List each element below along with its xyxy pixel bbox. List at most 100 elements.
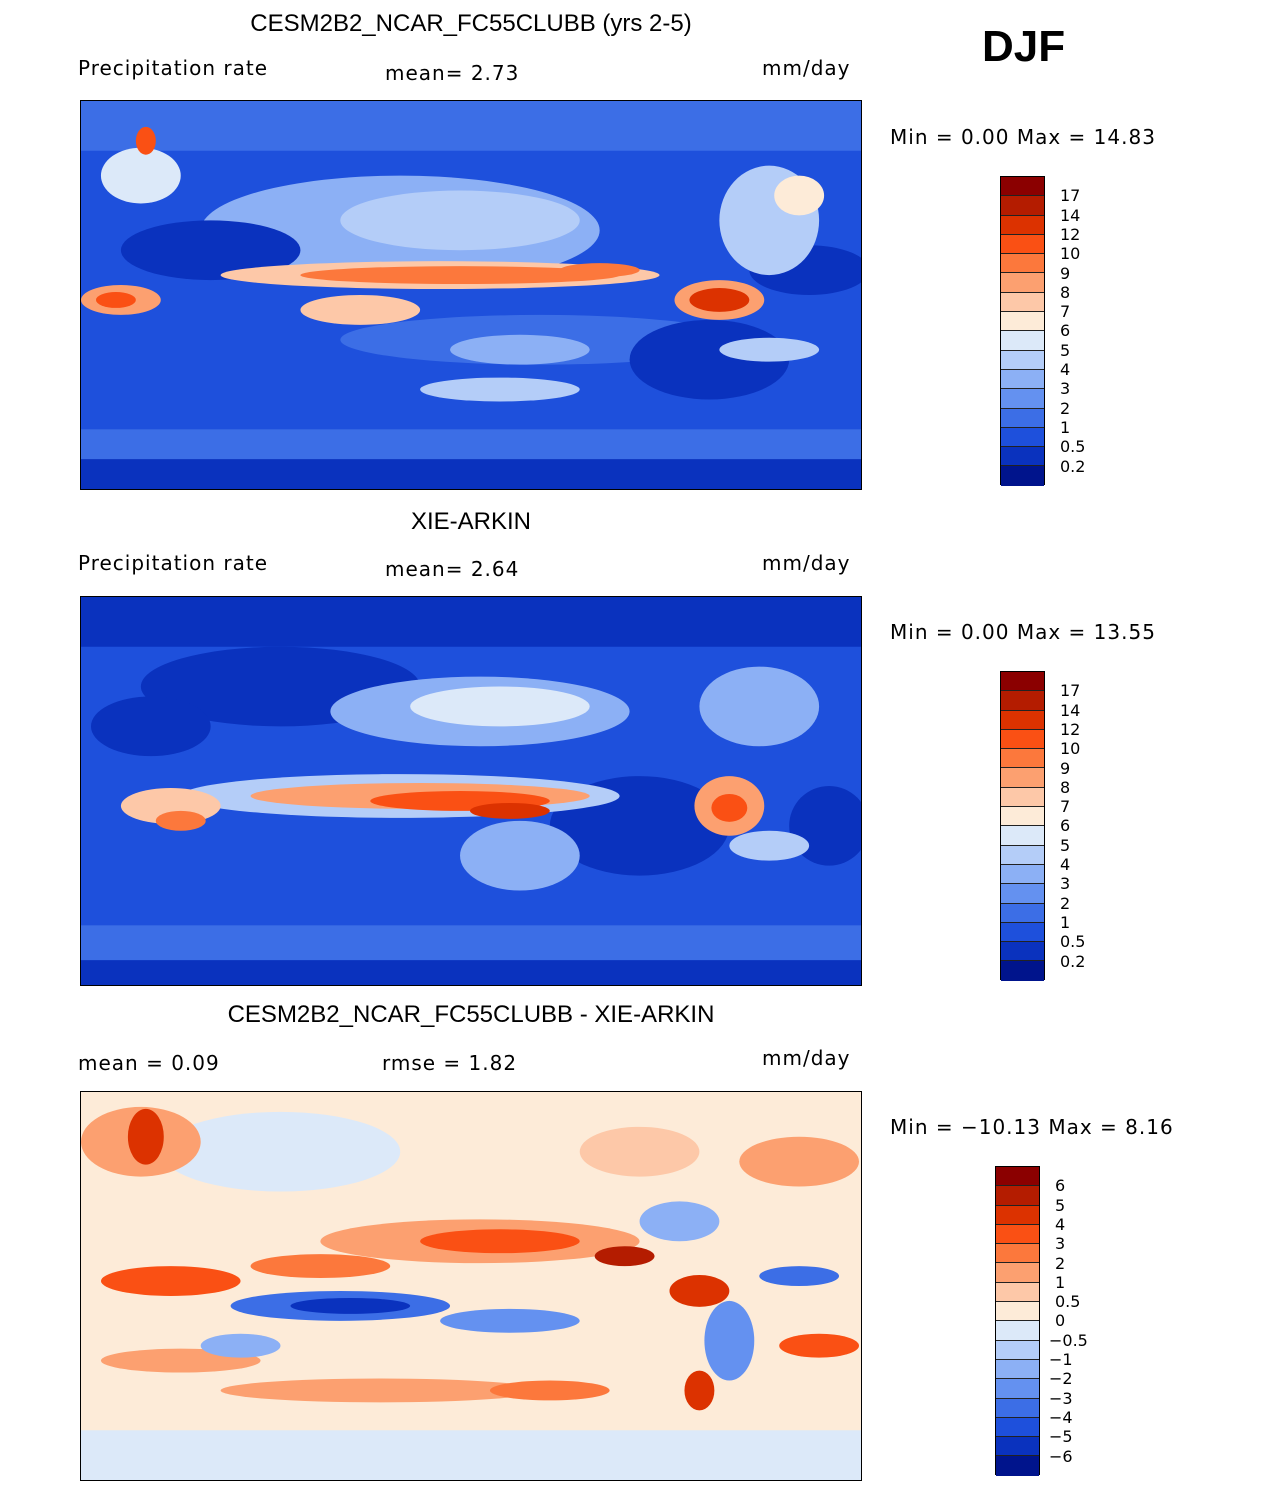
colorbar-tick-label: 6 [1055, 1176, 1066, 1196]
colorbar-tick-label: 0.5 [1055, 1292, 1081, 1312]
colorbar-segment [996, 1340, 1039, 1360]
colorbar-segment [1001, 903, 1044, 923]
panel-1-colorbar [1000, 176, 1045, 486]
colorbar-segment [1001, 787, 1044, 808]
colorbar-segment [996, 1186, 1039, 1206]
colorbar-tick-label: 14 [1060, 205, 1081, 225]
colorbar-segment [1001, 691, 1044, 711]
colorbar-segment [1001, 961, 1044, 981]
colorbar-tick-label: 9 [1060, 758, 1071, 778]
panel-2-mean: mean= 2.64 [385, 557, 520, 581]
colorbar-segment [1001, 922, 1044, 943]
colorbar-tick-label: 17 [1060, 681, 1081, 701]
colorbar-segment [1001, 447, 1044, 467]
colorbar-segment [1001, 273, 1044, 293]
panel-2-units: mm/day [762, 551, 851, 575]
colorbar-tick-label: 4 [1055, 1214, 1066, 1234]
panel-3-colorbar [995, 1166, 1040, 1476]
colorbar-segment [996, 1398, 1039, 1418]
panel-3-units: mm/day [762, 1046, 851, 1070]
colorbar-segment [996, 1224, 1039, 1245]
colorbar-segment [1001, 312, 1044, 332]
panel-3-map-svg [81, 1092, 861, 1480]
panel-2-title: XIE-ARKIN [410, 508, 532, 535]
panel-1-variable-label: Precipitation rate [78, 56, 268, 80]
colorbar-tick-label: 10 [1060, 244, 1081, 264]
colorbar-tick-label: −5 [1049, 1427, 1073, 1447]
season-label: DJF [982, 22, 1066, 71]
colorbar-tick-label: −0.5 [1049, 1330, 1088, 1350]
colorbar-tick-label: 17 [1060, 186, 1081, 206]
colorbar-segment [996, 1437, 1039, 1457]
colorbar-segment [996, 1263, 1039, 1283]
colorbar-segment [996, 1321, 1039, 1341]
colorbar-tick-label: −6 [1049, 1446, 1073, 1466]
colorbar-tick-label: −3 [1049, 1388, 1073, 1408]
colorbar-tick-label: 4 [1060, 360, 1071, 379]
colorbar-segment [1001, 807, 1044, 827]
colorbar-tick-label: 9 [1060, 263, 1071, 283]
colorbar-tick-label: 6 [1060, 321, 1071, 341]
colorbar-segment [1001, 768, 1044, 788]
colorbar-segment [1001, 369, 1044, 390]
panel-1-map [80, 100, 862, 490]
colorbar-tick-label: 12 [1060, 719, 1081, 739]
colorbar-segment [996, 1302, 1039, 1322]
colorbar-segment [1001, 408, 1044, 428]
colorbar-tick-label: 4 [1060, 855, 1071, 874]
colorbar-tick-label: 1 [1055, 1272, 1066, 1292]
colorbar-segment [1001, 331, 1044, 351]
panel-3-title: CESM2B2_NCAR_FC55CLUBB - XIE-ARKIN [227, 1001, 715, 1028]
colorbar-tick-label: 7 [1060, 302, 1071, 322]
panel-1-minmax: Min = 0.00 Max = 14.83 [890, 125, 1156, 149]
colorbar-tick-label: 6 [1060, 816, 1071, 836]
colorbar-tick-label: 0.5 [1060, 437, 1086, 457]
colorbar-tick-label: 1 [1060, 417, 1071, 437]
colorbar-segment [996, 1244, 1039, 1264]
panel-3-mean: mean = 0.09 [78, 1051, 220, 1075]
colorbar-segment [1001, 427, 1044, 448]
colorbar-tick-label: 12 [1060, 224, 1081, 244]
panel-2-colorbar [1000, 671, 1045, 981]
panel-1-title: CESM2B2_NCAR_FC55CLUBB (yrs 2-5) [250, 10, 692, 37]
colorbar-segment [1001, 749, 1044, 769]
colorbar-tick-label: 3 [1055, 1234, 1066, 1254]
colorbar-tick-label: 14 [1060, 700, 1081, 720]
panel-1-units: mm/day [762, 56, 851, 80]
colorbar-tick-label: 0.2 [1060, 456, 1086, 476]
colorbar-tick-label: −2 [1049, 1369, 1073, 1389]
colorbar-tick-label: 3 [1060, 379, 1071, 399]
colorbar-segment [996, 1359, 1039, 1380]
colorbar-segment [1001, 292, 1044, 313]
panel-3-minmax: Min = −10.13 Max = 8.16 [890, 1115, 1174, 1139]
colorbar-segment [996, 1167, 1039, 1187]
colorbar-segment [1001, 672, 1044, 692]
colorbar-segment [1001, 234, 1044, 255]
colorbar-segment [996, 1417, 1039, 1438]
colorbar-segment [1001, 254, 1044, 274]
colorbar-segment [1001, 884, 1044, 904]
colorbar-segment [1001, 177, 1044, 197]
panel-2-variable-label: Precipitation rate [78, 551, 268, 575]
colorbar-tick-label: 8 [1060, 777, 1071, 797]
colorbar-segment [996, 1456, 1039, 1476]
colorbar-segment [996, 1379, 1039, 1399]
colorbar-tick-label: 5 [1060, 835, 1071, 855]
panel-1-map-svg [81, 101, 861, 489]
colorbar-segment [1001, 710, 1044, 730]
colorbar-segment [1001, 729, 1044, 750]
panel-2-map [80, 596, 862, 986]
colorbar-tick-label: 10 [1060, 739, 1081, 759]
colorbar-tick-label: 0.5 [1060, 932, 1086, 952]
colorbar-segment [1001, 942, 1044, 962]
colorbar-tick-label: 8 [1060, 282, 1071, 302]
colorbar-segment [1001, 826, 1044, 846]
colorbar-segment [1001, 196, 1044, 216]
colorbar-tick-label: 0.2 [1060, 951, 1086, 971]
colorbar-tick-label: 2 [1060, 893, 1071, 913]
panel-1-mean: mean= 2.73 [385, 61, 520, 85]
colorbar-segment [1001, 350, 1044, 370]
colorbar-tick-label: −1 [1049, 1350, 1073, 1369]
panel-3-rmse: rmse = 1.82 [382, 1051, 518, 1075]
panel-3-map [80, 1091, 862, 1481]
